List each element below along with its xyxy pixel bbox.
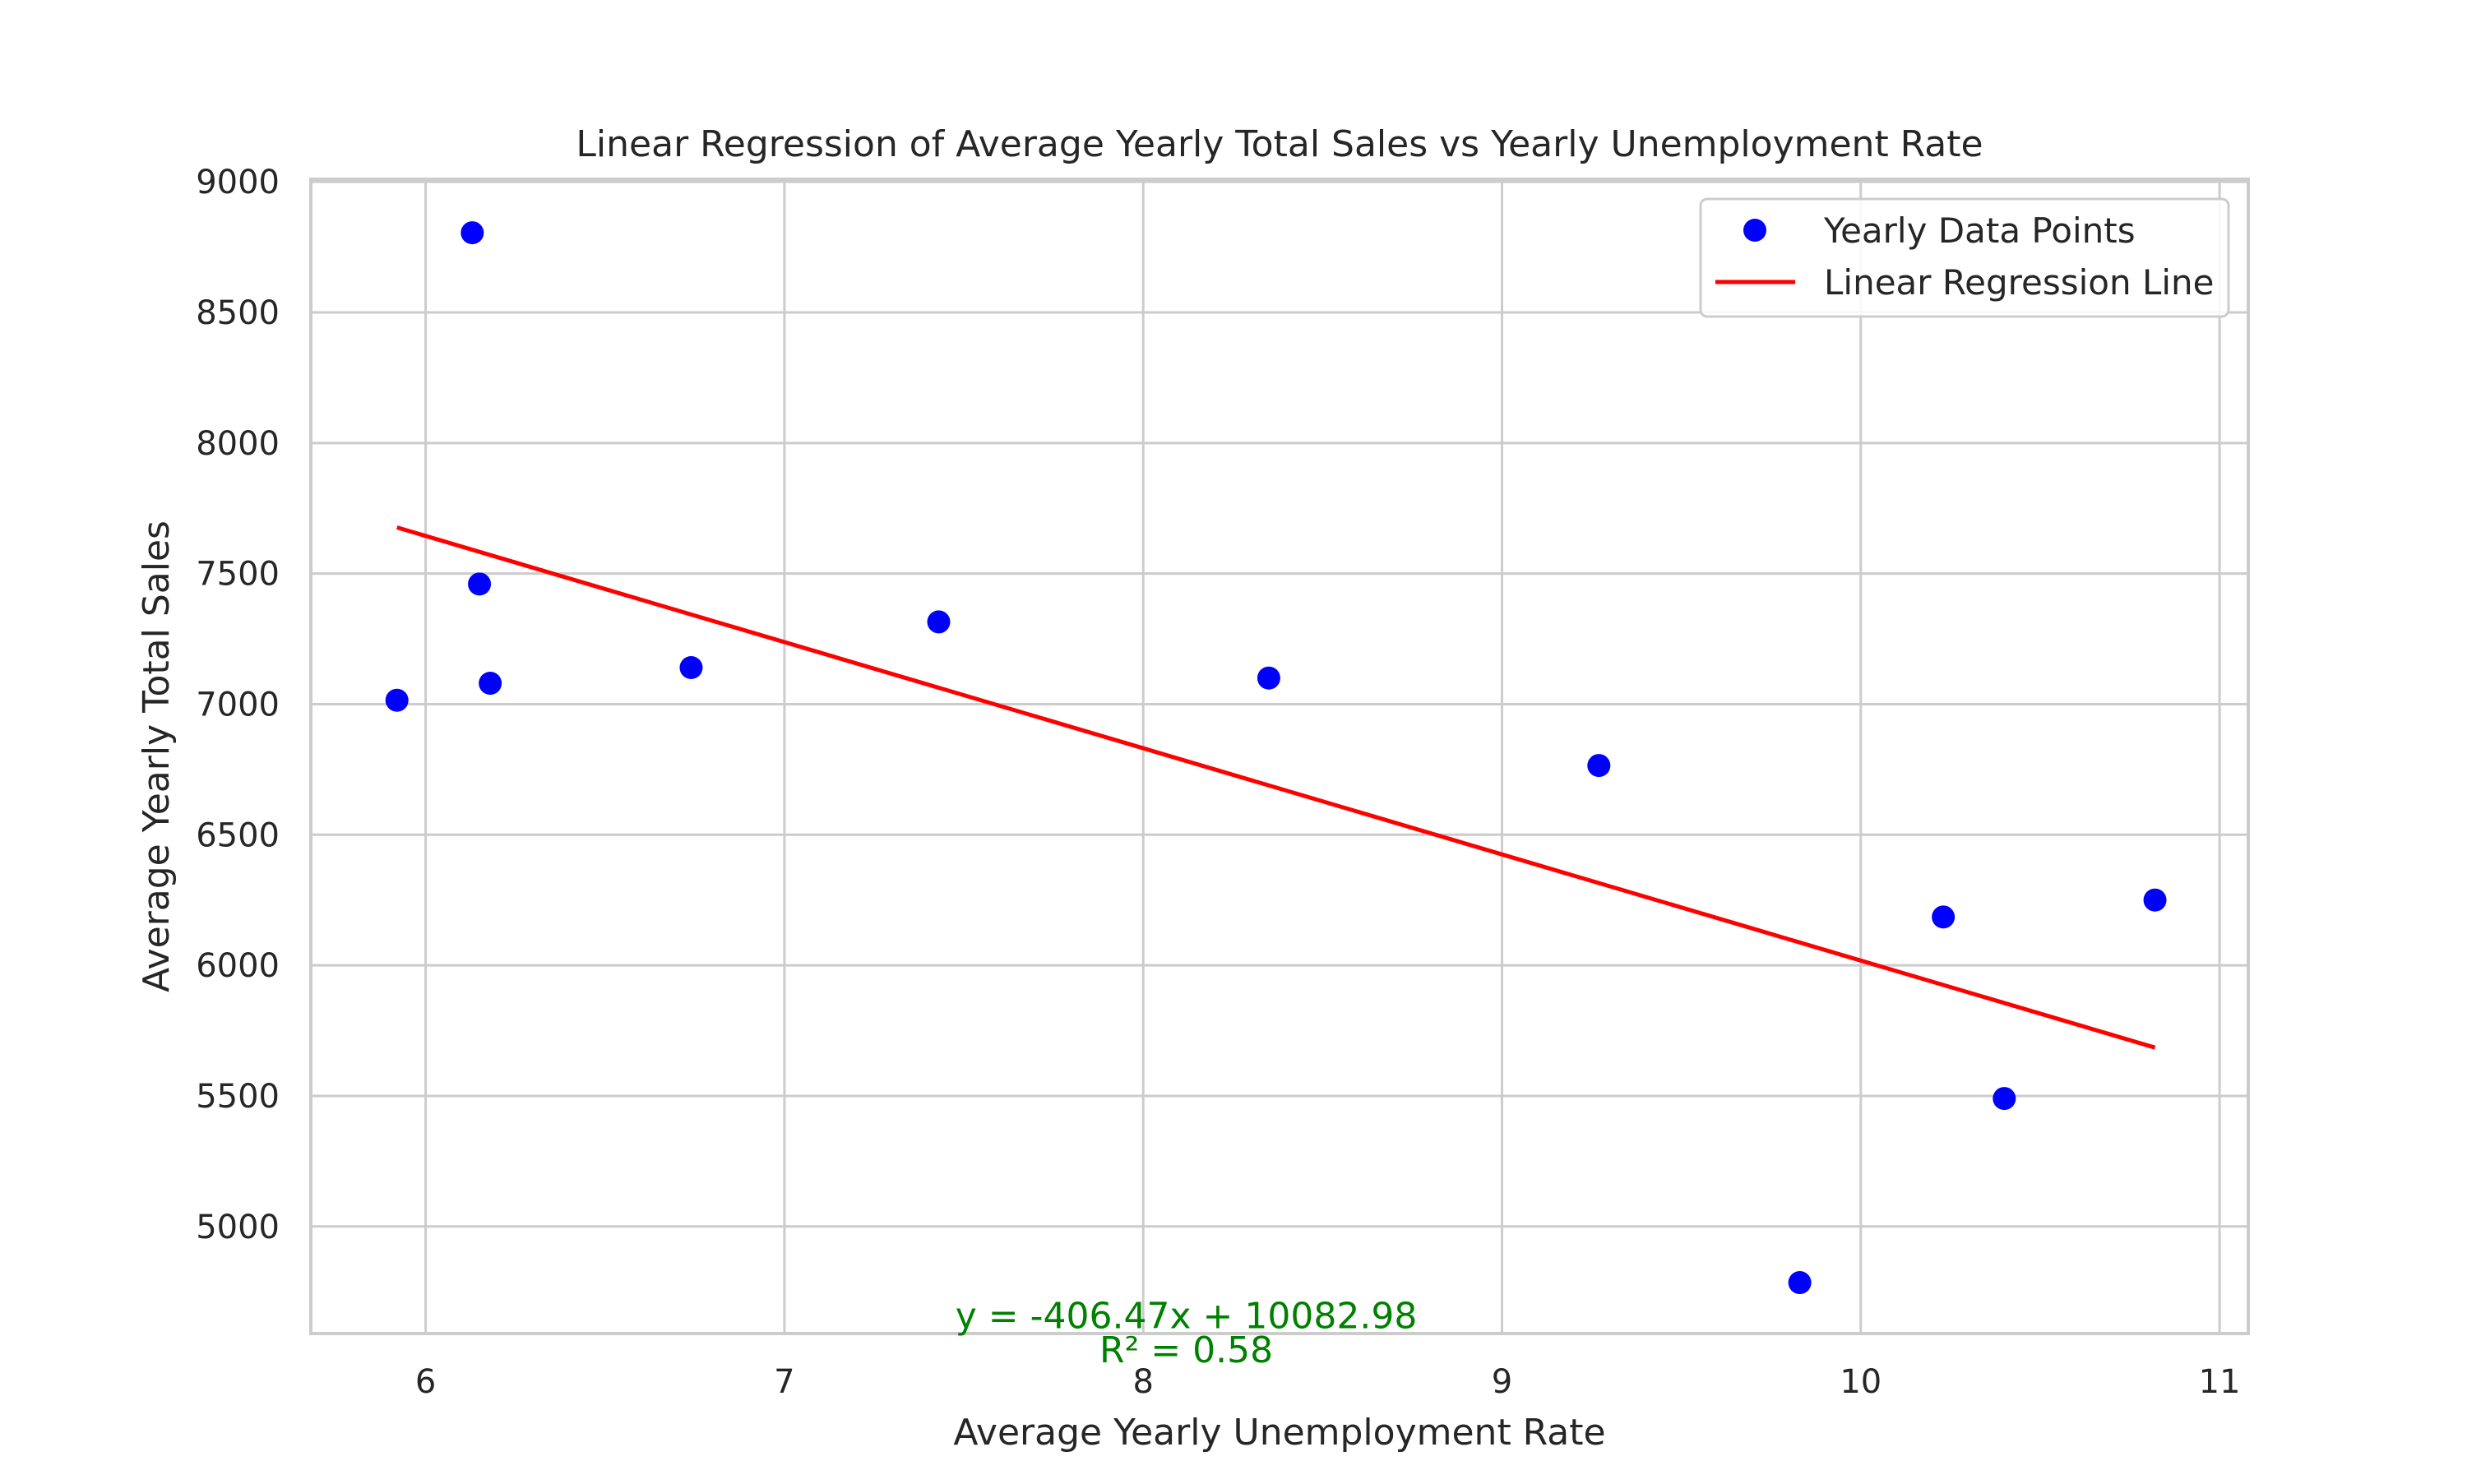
- x-tick-label: 7: [774, 1363, 794, 1401]
- x-axis-label: Average Yearly Unemployment Rate: [953, 1412, 1605, 1454]
- x-tick-label: 9: [1492, 1363, 1512, 1401]
- y-tick-label: 6500: [196, 816, 280, 854]
- data-point: [468, 572, 492, 596]
- points-layer: [385, 221, 2167, 1295]
- regression-annotation: R² = 0.58: [1099, 1329, 1273, 1371]
- plot-frame: [309, 178, 2250, 1335]
- y-tick-label: 8000: [196, 425, 280, 463]
- legend-box: [1699, 197, 2230, 318]
- data-point: [1257, 666, 1280, 690]
- y-tick-label: 7500: [196, 556, 280, 594]
- data-point: [1993, 1087, 2016, 1111]
- x-tick-label: 11: [2199, 1363, 2241, 1401]
- legend-label-line: Linear Regression Line: [1824, 262, 2215, 303]
- data-point: [479, 672, 502, 696]
- chart-title: Linear Regression of Average Yearly Tota…: [576, 123, 1983, 165]
- y-tick-label: 5000: [196, 1209, 280, 1246]
- regression-annotation: y = -406.47x + 10082.98: [956, 1296, 1418, 1338]
- legend-label-scatter: Yearly Data Points: [1823, 210, 2136, 251]
- y-tick-label: 5500: [196, 1078, 280, 1116]
- y-tick-label: 8500: [196, 294, 280, 332]
- tick-labels: 6 7 8 9 10 11 5000 5500 6000 6500 7000 7500 8000 8500…: [196, 164, 2240, 1401]
- x-tick-label: 6: [415, 1363, 436, 1401]
- regression-layer: [396, 525, 2156, 1050]
- data-point: [927, 610, 951, 634]
- data-point: [679, 656, 703, 679]
- y-tick-label: 9000: [196, 164, 280, 201]
- y-axis-label: Average Yearly Total Sales: [136, 520, 178, 992]
- grid: [311, 179, 2248, 1334]
- data-point: [1587, 754, 1611, 778]
- x-tick-label: 10: [1840, 1363, 1881, 1401]
- y-tick-label: 6000: [196, 947, 280, 985]
- data-point: [385, 688, 409, 712]
- data-point: [2143, 888, 2167, 912]
- data-point: [461, 221, 484, 245]
- x-tick-label: 8: [1132, 1363, 1153, 1401]
- legend-scatter-marker: [1743, 219, 1766, 242]
- data-point: [1788, 1271, 1812, 1295]
- y-tick-label: 7000: [196, 686, 280, 724]
- data-point: [1932, 905, 1956, 929]
- legend: Yearly Data Points Linear Regression Lin…: [1699, 197, 2230, 318]
- regression-line: [396, 525, 2156, 1050]
